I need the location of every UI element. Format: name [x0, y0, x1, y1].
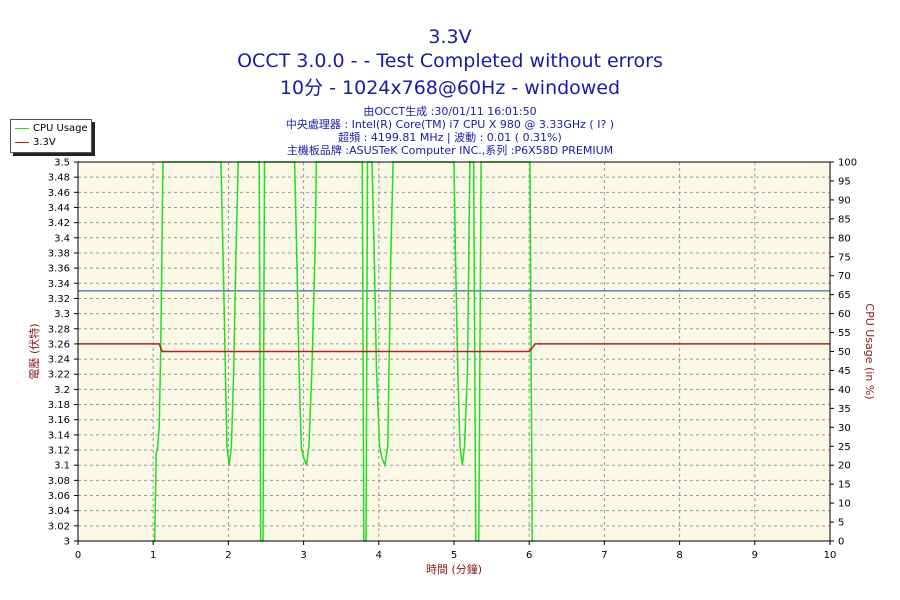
y2-tick-label: 75	[838, 252, 851, 263]
x-tick-label: 9	[752, 550, 758, 561]
y2-tick-label: 25	[838, 442, 851, 453]
cpu-info: 中央處理器 : Intel(R) Core(TM) i7 CPU X 980 @…	[285, 118, 615, 131]
legend-swatch-voltage	[15, 141, 29, 143]
y2-tick-label: 60	[838, 309, 851, 320]
chart-subtitle-2: 10分 - 1024x768@60Hz - windowed	[279, 77, 621, 99]
legend-label-cpu-usage: CPU Usage	[33, 123, 88, 134]
y2-tick-label: 35	[838, 404, 851, 415]
y2-tick-label: 45	[838, 366, 851, 377]
series-line-voltage	[78, 343, 830, 353]
y-tick-label: 3.44	[48, 203, 70, 214]
y2-axis-label: CPU Usage (in %)	[863, 303, 876, 399]
y-tick-label: 3.24	[48, 355, 70, 366]
x-tick-label: 3	[300, 550, 306, 561]
y-tick-label: 3.18	[48, 400, 70, 411]
x-tick-label: 4	[376, 550, 382, 561]
y-tick-label: 3.32	[48, 294, 70, 305]
y2-tick-label: 95	[838, 176, 851, 187]
y-tick-label: 3.16	[48, 415, 70, 426]
x-tick-label: 5	[451, 550, 457, 561]
x-tick-label: 1	[150, 550, 156, 561]
x-tick-label: 8	[676, 550, 682, 561]
y2-tick-label: 65	[838, 290, 851, 301]
y2-tick-label: 55	[838, 328, 851, 339]
series-line-cpu-usage	[153, 161, 535, 542]
y-tick-label: 3.2	[54, 385, 70, 396]
plot-frame	[77, 161, 831, 542]
y2-tick-label: 5	[838, 518, 844, 529]
x-tick-label: 7	[601, 550, 607, 561]
y-tick-label: 3.4	[54, 233, 70, 244]
motherboard-info: 主機板品牌 :ASUSTeK Computer INC.,系列 :P6X58D …	[286, 144, 614, 157]
y2-tick-label: 20	[838, 461, 851, 472]
legend-label-voltage: 3.3V	[33, 137, 56, 148]
legend-swatch-cpu-usage	[15, 127, 29, 129]
y2-tick-label: 80	[838, 233, 851, 244]
x-axis-label: 時間 (分鐘)	[426, 562, 482, 576]
x-tick-label: 0	[75, 550, 81, 561]
y-tick-label: 3.38	[48, 248, 70, 259]
y2-tick-label: 90	[838, 195, 851, 206]
y2-tick-label: 100	[838, 158, 857, 169]
y2-tick-label: 50	[838, 347, 851, 358]
y-tick-label: 3.02	[48, 521, 70, 532]
legend-item-voltage: 3.3V	[15, 137, 56, 149]
y-tick-label: 3.04	[48, 506, 70, 517]
y-tick-label: 3.14	[48, 430, 70, 441]
y-tick-label: 3.36	[48, 264, 70, 275]
y-tick-label: 3.1	[54, 461, 70, 472]
y-tick-label: 3.22	[48, 370, 70, 381]
legend-item-cpu-usage: CPU Usage	[15, 123, 88, 135]
y-tick-label: 3.08	[48, 476, 70, 487]
y2-tick-label: 0	[838, 537, 844, 548]
y-tick-label: 3.5	[54, 158, 70, 169]
chart-subtitle: OCCT 3.0.0 - - Test Completed without er…	[237, 50, 663, 72]
y-tick-label: 3.3	[54, 309, 70, 320]
y-tick-label: 3.28	[48, 324, 70, 335]
y2-tick-label: 85	[838, 214, 851, 225]
clock-info: 超頻 : 4199.81 MHz | 波動 : 0.01 ( 0.31%)	[338, 131, 562, 144]
y-tick-label: 3.26	[48, 339, 70, 350]
y-axis-label: 電壓 (伏特)	[27, 323, 41, 379]
generated-info: 由OCCT生成 :30/01/11 16:01:50	[363, 105, 537, 118]
y-tick-label: 3.12	[48, 446, 70, 457]
y-tick-label: 3.34	[48, 279, 70, 290]
y2-tick-label: 40	[838, 385, 851, 396]
legend: CPU Usage 3.3V	[10, 119, 92, 153]
y2-tick-label: 70	[838, 271, 851, 282]
x-tick-label: 10	[824, 550, 837, 561]
y2-tick-label: 15	[838, 480, 851, 491]
y-tick-label: 3.46	[48, 188, 70, 199]
y-tick-label: 3.48	[48, 173, 70, 184]
chart-title: 3.3V	[428, 26, 472, 48]
y-tick-label: 3.42	[48, 218, 70, 229]
x-tick-label: 6	[526, 550, 532, 561]
x-tick-label: 2	[225, 550, 231, 561]
y2-tick-label: 10	[838, 499, 851, 510]
y2-tick-label: 30	[838, 423, 851, 434]
y-tick-label: 3	[64, 537, 70, 548]
y-tick-label: 3.06	[48, 491, 70, 502]
